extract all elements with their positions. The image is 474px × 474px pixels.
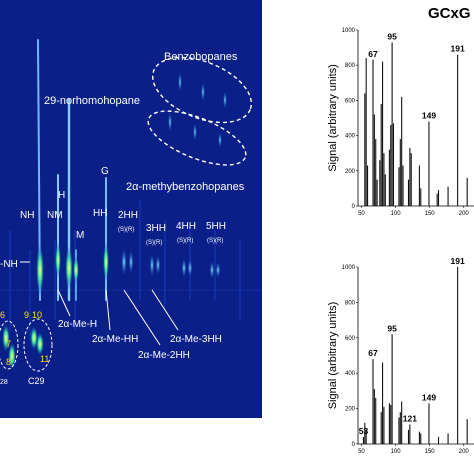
mass-spectrum-top: 0 200 400 600 800 1000 50 100 150 200 Signal (arbi… (327, 28, 474, 217)
peak-label: 95 (387, 31, 397, 41)
x-tick-label: 50 (358, 211, 365, 217)
label-c29: C29 (28, 376, 45, 386)
label-me-3hh: 2α-Me-3HH (170, 334, 222, 345)
label-nh: NH (20, 210, 34, 221)
peak-label: 149 (422, 111, 436, 121)
label-c28: 28 (0, 379, 8, 386)
x-tick-label: 100 (391, 449, 402, 455)
label-peak-7: 7 (6, 339, 11, 349)
label-5hh: 5HH (206, 221, 226, 232)
label-nm: NM (47, 210, 63, 221)
label-methylbenzohopanes: 2α-methybenzohopanes (126, 181, 245, 193)
label-peak-9: 9 (24, 310, 29, 320)
label-me-2hh: 2α-Me-2HH (138, 350, 190, 361)
c29-group-outline (23, 318, 53, 372)
benzohopanes-outline (151, 56, 253, 124)
mass-spectrum-bottom: 0 200 400 600 800 1000 50 100 150 200 Signal (arbi… (327, 256, 474, 455)
label-peak-8: 8 (6, 357, 11, 367)
y-tick-label: 400 (345, 371, 356, 377)
label-hh: HH (93, 208, 107, 219)
label-4hh: 4HH (176, 221, 196, 232)
label-benzohopanes: Benzohopanes (164, 51, 238, 63)
y-tick-label: 600 (345, 336, 356, 342)
label-4hh-sr: (S)(R) (177, 238, 193, 244)
label-peak-10: 10 (32, 310, 42, 320)
peak-label: 121 (403, 414, 417, 424)
peak-label: 53 (359, 426, 369, 436)
label-norhomohopane: 29-norhomohopane (44, 95, 140, 107)
label-m: M (76, 230, 84, 241)
label-3hh-sr: (S)(R) (146, 240, 162, 246)
label-h: H (58, 190, 65, 201)
c28-group-outline (0, 320, 19, 370)
methylbenzohopanes-outline (147, 110, 247, 166)
x-tick-label: 200 (459, 211, 470, 217)
label-peak-11: 11 (40, 354, 49, 364)
label-2hh-sr: (S)(R) (118, 227, 134, 233)
y-tick-label: 0 (352, 442, 356, 448)
y-tick-label: 800 (345, 300, 356, 306)
y-axis-label: Signal (arbitrary units) (327, 302, 339, 410)
peak-label: 191 (451, 44, 465, 54)
x-tick-label: 200 (459, 449, 470, 455)
label-5hh-sr: (S)(R) (207, 238, 223, 244)
y-tick-label: 800 (345, 63, 356, 69)
peak-label: 149 (422, 392, 436, 402)
y-tick-label: 200 (345, 169, 356, 175)
label-me-h: 2α-Me-H (58, 319, 97, 330)
figure-title: GCxG (428, 5, 471, 22)
label-me-hh: 2α-Me-HH (92, 334, 138, 345)
label-g: G (101, 166, 109, 177)
y-tick-label: 1000 (342, 28, 356, 34)
peak-label: 191 (451, 256, 465, 266)
gcxgc-chromatogram: Benzohopanes 29-norhomohopane 2α-methybe… (0, 0, 262, 418)
peak-spots (2, 72, 227, 370)
y-tick-label: 1000 (342, 265, 356, 271)
y-tick-label: 600 (345, 98, 356, 104)
y-axis-label: Signal (arbitrary units) (327, 64, 339, 172)
y-tick-label: 400 (345, 134, 356, 140)
label-3hh: 3HH (146, 223, 166, 234)
x-tick-label: 150 (425, 211, 436, 217)
label-2hh: 2HH (118, 210, 138, 221)
label-peak-6: 6 (0, 310, 5, 320)
x-tick-label: 150 (425, 449, 436, 455)
y-tick-label: 0 (352, 204, 356, 210)
peak-label: 67 (368, 348, 378, 358)
y-tick-label: 200 (345, 407, 356, 413)
x-tick-label: 100 (391, 211, 402, 217)
peak-label: 95 (387, 323, 397, 333)
label-me-nh: -NH (0, 259, 18, 270)
peak-label: 67 (368, 49, 378, 59)
x-tick-label: 50 (358, 449, 365, 455)
